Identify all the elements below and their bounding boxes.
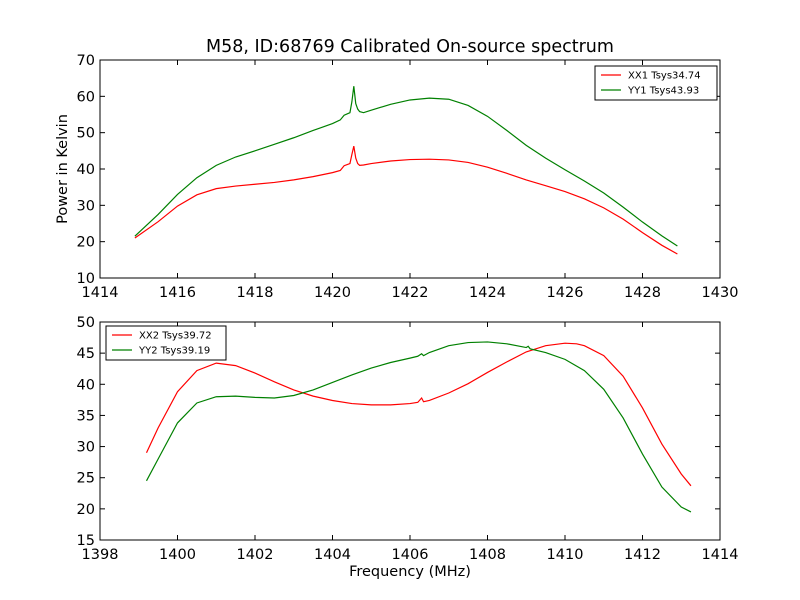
y-axis-label: Power in Kelvin [55, 114, 71, 224]
x-tick-label: 1412 [624, 547, 661, 563]
x-tick-label: 1418 [237, 285, 274, 301]
y-tick-label: 50 [77, 126, 95, 142]
y-tick-label: 30 [77, 198, 95, 214]
y-tick-label: 50 [77, 315, 95, 331]
x-tick-label: 1404 [314, 547, 351, 563]
legend: XX1 Tsys34.74 YY1 Tsys43.93 [594, 65, 718, 101]
series-line-2 [145, 341, 692, 513]
y-tick-label: 10 [77, 271, 95, 287]
series-line-1 [145, 342, 692, 487]
x-tick-label: 1402 [237, 547, 274, 563]
y-tick-label: 25 [77, 471, 95, 487]
top-panel: 1414 1416 1418 1420 1422 1424 1426 1428 1430 10 20… [55, 53, 738, 301]
y-tick-label: 70 [77, 53, 95, 69]
x-tick-label: 1426 [547, 285, 584, 301]
x-tick-label: 1398 [82, 547, 119, 563]
legend-entry: XX1 Tsys34.74 [628, 71, 701, 82]
y-tick-label: 60 [77, 89, 95, 105]
legend-entry: XX2 Tsys39.72 [139, 331, 212, 342]
x-tick-label: 1424 [469, 285, 506, 301]
y-tick-label: 40 [77, 162, 95, 178]
x-tick-label: 1410 [547, 547, 584, 563]
y-tick-label: 20 [77, 235, 95, 251]
x-axis-label: Frequency (MHz) [349, 564, 471, 580]
y-tick-label: 15 [77, 533, 95, 549]
x-tick-label: 1422 [392, 285, 429, 301]
legend: XX2 Tsys39.72 YY2 Tsys39.19 [105, 325, 227, 361]
series-line-1 [134, 145, 678, 255]
x-tick-label: 1428 [624, 285, 661, 301]
legend-box [105, 325, 227, 361]
x-tick-label: 1430 [702, 285, 739, 301]
series-line-2 [134, 86, 678, 247]
x-tick-label: 1414 [82, 285, 119, 301]
legend-entry: YY1 Tsys43.93 [627, 86, 699, 97]
x-tick-label: 1406 [392, 547, 429, 563]
bottom-panel: 1398 1400 1402 1404 1406 1408 1410 1412 1414 15 20… [77, 315, 739, 563]
x-tick-label: 1400 [159, 547, 196, 563]
y-tick-label: 40 [77, 377, 95, 393]
y-tick-label: 30 [77, 440, 95, 456]
y-tick-label: 20 [77, 502, 95, 518]
x-tick-label: 1416 [159, 285, 196, 301]
legend-box [594, 65, 718, 101]
y-tick-label: 45 [77, 346, 95, 362]
x-tick-label: 1408 [469, 547, 506, 563]
chart-title: M58, ID:68769 Calibrated On-source spect… [206, 37, 614, 57]
x-tick-label: 1414 [702, 547, 739, 563]
legend-entry: YY2 Tsys39.19 [138, 346, 210, 357]
y-tick-label: 35 [77, 408, 95, 424]
x-tick-label: 1420 [314, 285, 351, 301]
